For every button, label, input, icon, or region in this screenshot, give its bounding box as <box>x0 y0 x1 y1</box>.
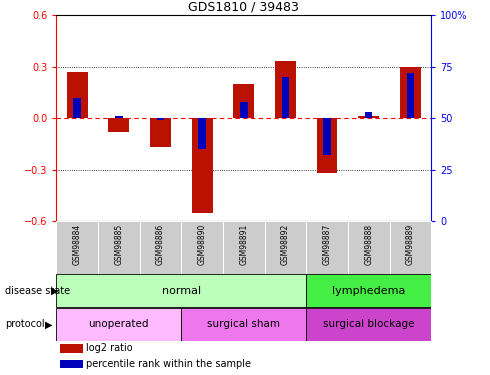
Bar <box>348 221 390 274</box>
Text: disease state: disease state <box>5 286 70 296</box>
Bar <box>317 118 338 173</box>
Bar <box>60 344 83 352</box>
Bar <box>56 274 306 307</box>
Text: surgical sham: surgical sham <box>207 320 280 329</box>
Text: GSM98884: GSM98884 <box>73 224 82 265</box>
Text: GSM98886: GSM98886 <box>156 224 165 265</box>
Bar <box>400 67 421 118</box>
Text: GSM98892: GSM98892 <box>281 224 290 265</box>
Text: GSM98885: GSM98885 <box>114 224 123 265</box>
Bar <box>108 118 129 132</box>
Bar <box>157 118 164 120</box>
Bar <box>192 118 213 213</box>
Text: log2 ratio: log2 ratio <box>86 344 133 354</box>
Text: ▶: ▶ <box>51 286 59 296</box>
Bar <box>240 102 247 118</box>
Bar <box>56 308 181 340</box>
Bar <box>306 274 431 307</box>
Bar <box>407 73 414 118</box>
Text: lymphedema: lymphedema <box>332 286 405 296</box>
Bar <box>67 72 88 118</box>
Bar <box>306 308 431 340</box>
Bar <box>74 98 81 118</box>
Text: surgical blockage: surgical blockage <box>323 320 415 329</box>
Bar <box>56 221 98 274</box>
Bar <box>323 118 331 155</box>
Bar <box>358 116 379 118</box>
Bar <box>115 116 122 118</box>
Text: percentile rank within the sample: percentile rank within the sample <box>86 359 251 369</box>
Bar <box>223 221 265 274</box>
Text: normal: normal <box>162 286 201 296</box>
Text: GSM98890: GSM98890 <box>197 224 207 265</box>
Text: ▶: ▶ <box>45 320 52 329</box>
Bar <box>275 62 296 118</box>
Bar <box>282 77 289 118</box>
Bar <box>60 360 83 368</box>
Bar <box>181 221 223 274</box>
Text: GSM98888: GSM98888 <box>364 224 373 265</box>
Text: GSM98889: GSM98889 <box>406 224 415 265</box>
Text: GSM98891: GSM98891 <box>239 224 248 265</box>
Text: unoperated: unoperated <box>89 320 149 329</box>
Bar <box>98 221 140 274</box>
Bar <box>265 221 306 274</box>
Text: protocol: protocol <box>5 320 45 329</box>
Title: GDS1810 / 39483: GDS1810 / 39483 <box>188 1 299 14</box>
Text: GSM98887: GSM98887 <box>322 224 332 265</box>
Bar <box>306 221 348 274</box>
Bar <box>198 118 206 149</box>
Bar <box>233 84 254 118</box>
Bar <box>150 118 171 147</box>
Bar <box>181 308 306 340</box>
Bar <box>390 221 431 274</box>
Bar <box>140 221 181 274</box>
Bar <box>365 112 372 118</box>
